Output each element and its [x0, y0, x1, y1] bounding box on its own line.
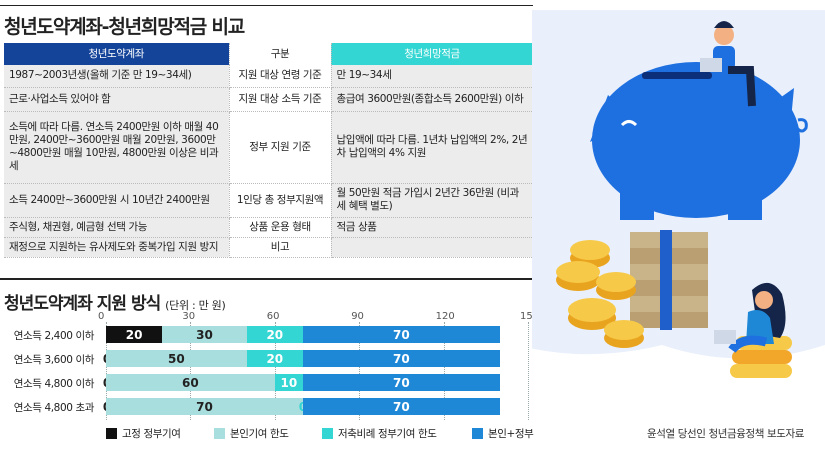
x-tick-label: 0 — [98, 311, 105, 322]
cell-right: 월 50만원 적금 가입시 2년간 36만원 (비과세 혜택 별도) — [331, 183, 534, 218]
table-row: 1987~2003년생(올해 기준 만 19~34세) 지원 대상 연령 기준 … — [4, 65, 534, 88]
cell-middle: 지원 대상 소득 기준 — [229, 87, 332, 112]
comparison-title: 청년도약계좌-청년희망적금 비교 — [4, 16, 245, 38]
cell-middle: 비고 — [229, 237, 332, 258]
bar-segment: 50 — [106, 350, 247, 367]
legend-label: 저축비례 정부기여 한도 — [338, 428, 437, 440]
legend-label: 고정 정부기여 — [122, 428, 181, 440]
cell-middle: 정부 지원 기준 — [229, 111, 332, 184]
cell-middle: 상품 운용 형태 — [229, 217, 332, 238]
cell-left: 소득 2400만~3600만원 시 10년간 2400만원 — [4, 183, 230, 218]
source-credit: 윤석열 당선인 청년금융정책 보도자료 — [647, 428, 804, 440]
illustration — [532, 10, 825, 378]
bar-segment: 70 — [302, 326, 500, 343]
chart-title: 청년도약계좌 지원 방식 (단위 : 만 원) — [4, 294, 226, 314]
legend-swatch — [322, 428, 333, 439]
grid-line — [528, 322, 529, 420]
category-label: 연소득 3,600 이하 — [13, 354, 95, 366]
bar-segment: 70 — [302, 374, 500, 391]
bar-segment: 70 — [302, 350, 500, 367]
category-label: 연소득 4,800 이하 — [13, 378, 95, 390]
header-middle: 구분 — [229, 43, 332, 65]
bar-segment: 10 — [274, 374, 303, 391]
x-tick-label: 30 — [182, 311, 196, 322]
bar-segment-label: 0 — [298, 398, 308, 415]
x-tick-label: 60 — [266, 311, 280, 322]
legend-swatch — [106, 428, 117, 439]
section-rule — [0, 278, 533, 280]
legend-item: 본인+정부 — [472, 426, 534, 441]
legend-item: 고정 정부기여 — [106, 426, 181, 441]
legend-swatch — [214, 428, 225, 439]
bar-segment: 70 — [106, 398, 303, 415]
cell-left: 1987~2003년생(올해 기준 만 19~34세) — [4, 65, 230, 88]
legend-swatch — [472, 428, 483, 439]
cell-middle: 지원 대상 연령 기준 — [229, 65, 332, 88]
legend-label: 본인기여 한도 — [230, 428, 289, 440]
legend-item: 저축비례 정부기여 한도 — [322, 426, 437, 441]
table-row: 근로·사업소득 있어야 함 지원 대상 소득 기준 총급여 3600만원(종합소… — [4, 87, 534, 112]
x-tick-label: 90 — [351, 311, 364, 322]
header-left: 청년도약계좌 — [4, 43, 230, 65]
grid-line — [359, 322, 361, 420]
category-label: 연소득 2,400 이하 — [13, 330, 95, 342]
cell-right: 납입액에 따라 다름. 1년차 납입액의 2%, 2년차 납입액의 4% 지원 — [331, 111, 534, 184]
x-tick-label: 150 — [520, 311, 540, 322]
cell-right — [331, 237, 534, 258]
grid-line — [106, 322, 107, 420]
woman-with-laptop-icon — [714, 282, 792, 378]
table-row: 주식형, 채권형, 예금형 선택 가능 상품 운용 형태 적금 상품 — [4, 217, 534, 238]
cell-right: 적금 상품 — [331, 217, 534, 238]
cell-left: 재정으로 지원하는 유사제도와 중복가입 지원 방지 — [4, 237, 230, 258]
money-stacks-icon — [630, 230, 708, 330]
cell-right: 만 19~34세 — [331, 65, 534, 88]
header-right: 청년희망적금 — [331, 43, 534, 65]
bar-segment: 20 — [246, 326, 303, 343]
bar-segment: 60 — [106, 374, 275, 391]
category-label: 연소득 4,800 초과 — [13, 402, 95, 414]
top-rule — [0, 5, 533, 6]
grid-line — [190, 322, 192, 420]
table-row: 소득에 따라 다름. 연소득 2400만원 이하 매월 40만원, 2400만~… — [4, 111, 534, 184]
cell-left: 소득에 따라 다름. 연소득 2400만원 이하 매월 40만원, 2400만~… — [4, 111, 230, 184]
grid-line — [443, 322, 445, 420]
bar-segment: 20 — [246, 350, 303, 367]
bar-segment: 70 — [302, 398, 500, 415]
x-tick-label: 120 — [435, 311, 455, 322]
cell-right: 총급여 3600만원(종합소득 2600만원) 이하 — [331, 87, 534, 112]
man-with-laptop-icon — [700, 21, 756, 107]
table-row: 소득 2400만~3600만원 시 10년간 2400만원 1인당 총 정부지원… — [4, 183, 534, 218]
bar-segment: 20 — [106, 326, 163, 343]
table-row: 재정으로 지원하는 유사제도와 중복가입 지원 방지 비고 — [4, 237, 534, 258]
cell-middle: 1인당 총 정부지원액 — [229, 183, 332, 218]
bar-segment: 30 — [162, 326, 247, 343]
coins-icon — [556, 240, 644, 348]
cell-left: 주식형, 채권형, 예금형 선택 가능 — [4, 217, 230, 238]
legend-label: 본인+정부 — [488, 428, 534, 440]
grid-line — [274, 322, 276, 420]
legend-item: 본인기여 한도 — [214, 426, 289, 441]
cell-left: 근로·사업소득 있어야 함 — [4, 87, 230, 112]
comparison-table: 청년도약계좌 구분 청년희망적금 1987~2003년생(올해 기준 만 19~… — [4, 43, 534, 258]
table-header-row: 청년도약계좌 구분 청년희망적금 — [4, 43, 534, 65]
